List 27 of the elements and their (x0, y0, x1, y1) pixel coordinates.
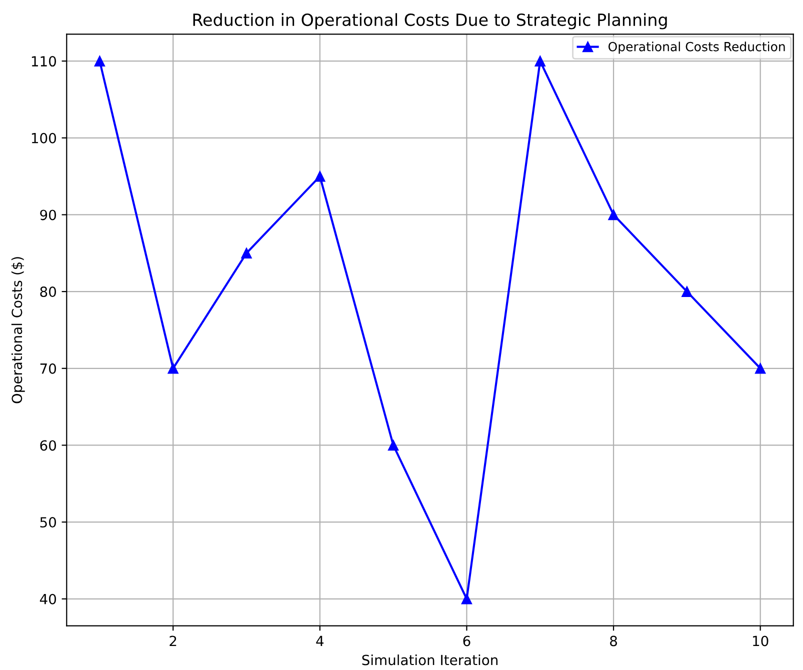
legend-label: Operational Costs Reduction (608, 42, 785, 54)
x-tick-label: 8 (610, 636, 617, 646)
point (314, 170, 326, 182)
point (682, 286, 692, 297)
point (534, 56, 546, 66)
y-tick-label: 50 (40, 517, 56, 528)
point (608, 209, 619, 220)
x-tick-label: 4 (316, 636, 324, 646)
point (94, 56, 106, 66)
point (388, 440, 399, 451)
x-tick-label: 6 (463, 636, 470, 646)
y-tick-label: 40 (40, 594, 56, 604)
y-tick-label: 80 (40, 286, 56, 298)
point (241, 248, 252, 259)
y-axis-title: Operational Costs ($) (11, 257, 25, 404)
x-tick-label: 10 (753, 636, 768, 646)
y-tick-label: 60 (40, 440, 56, 451)
y-tick-label: 110 (32, 56, 56, 67)
y-tick-label: 70 (40, 363, 56, 374)
chart-title: Reduction in Operational Costs Due to Strategic Planning (193, 13, 667, 30)
y-tick-label: 100 (32, 132, 56, 144)
point (168, 363, 178, 374)
x-tick-label: 2 (170, 636, 176, 646)
y-tick-label: 90 (40, 210, 56, 220)
point (461, 594, 472, 604)
point (754, 363, 766, 374)
x-axis-title: Simulation Iteration (362, 654, 498, 666)
